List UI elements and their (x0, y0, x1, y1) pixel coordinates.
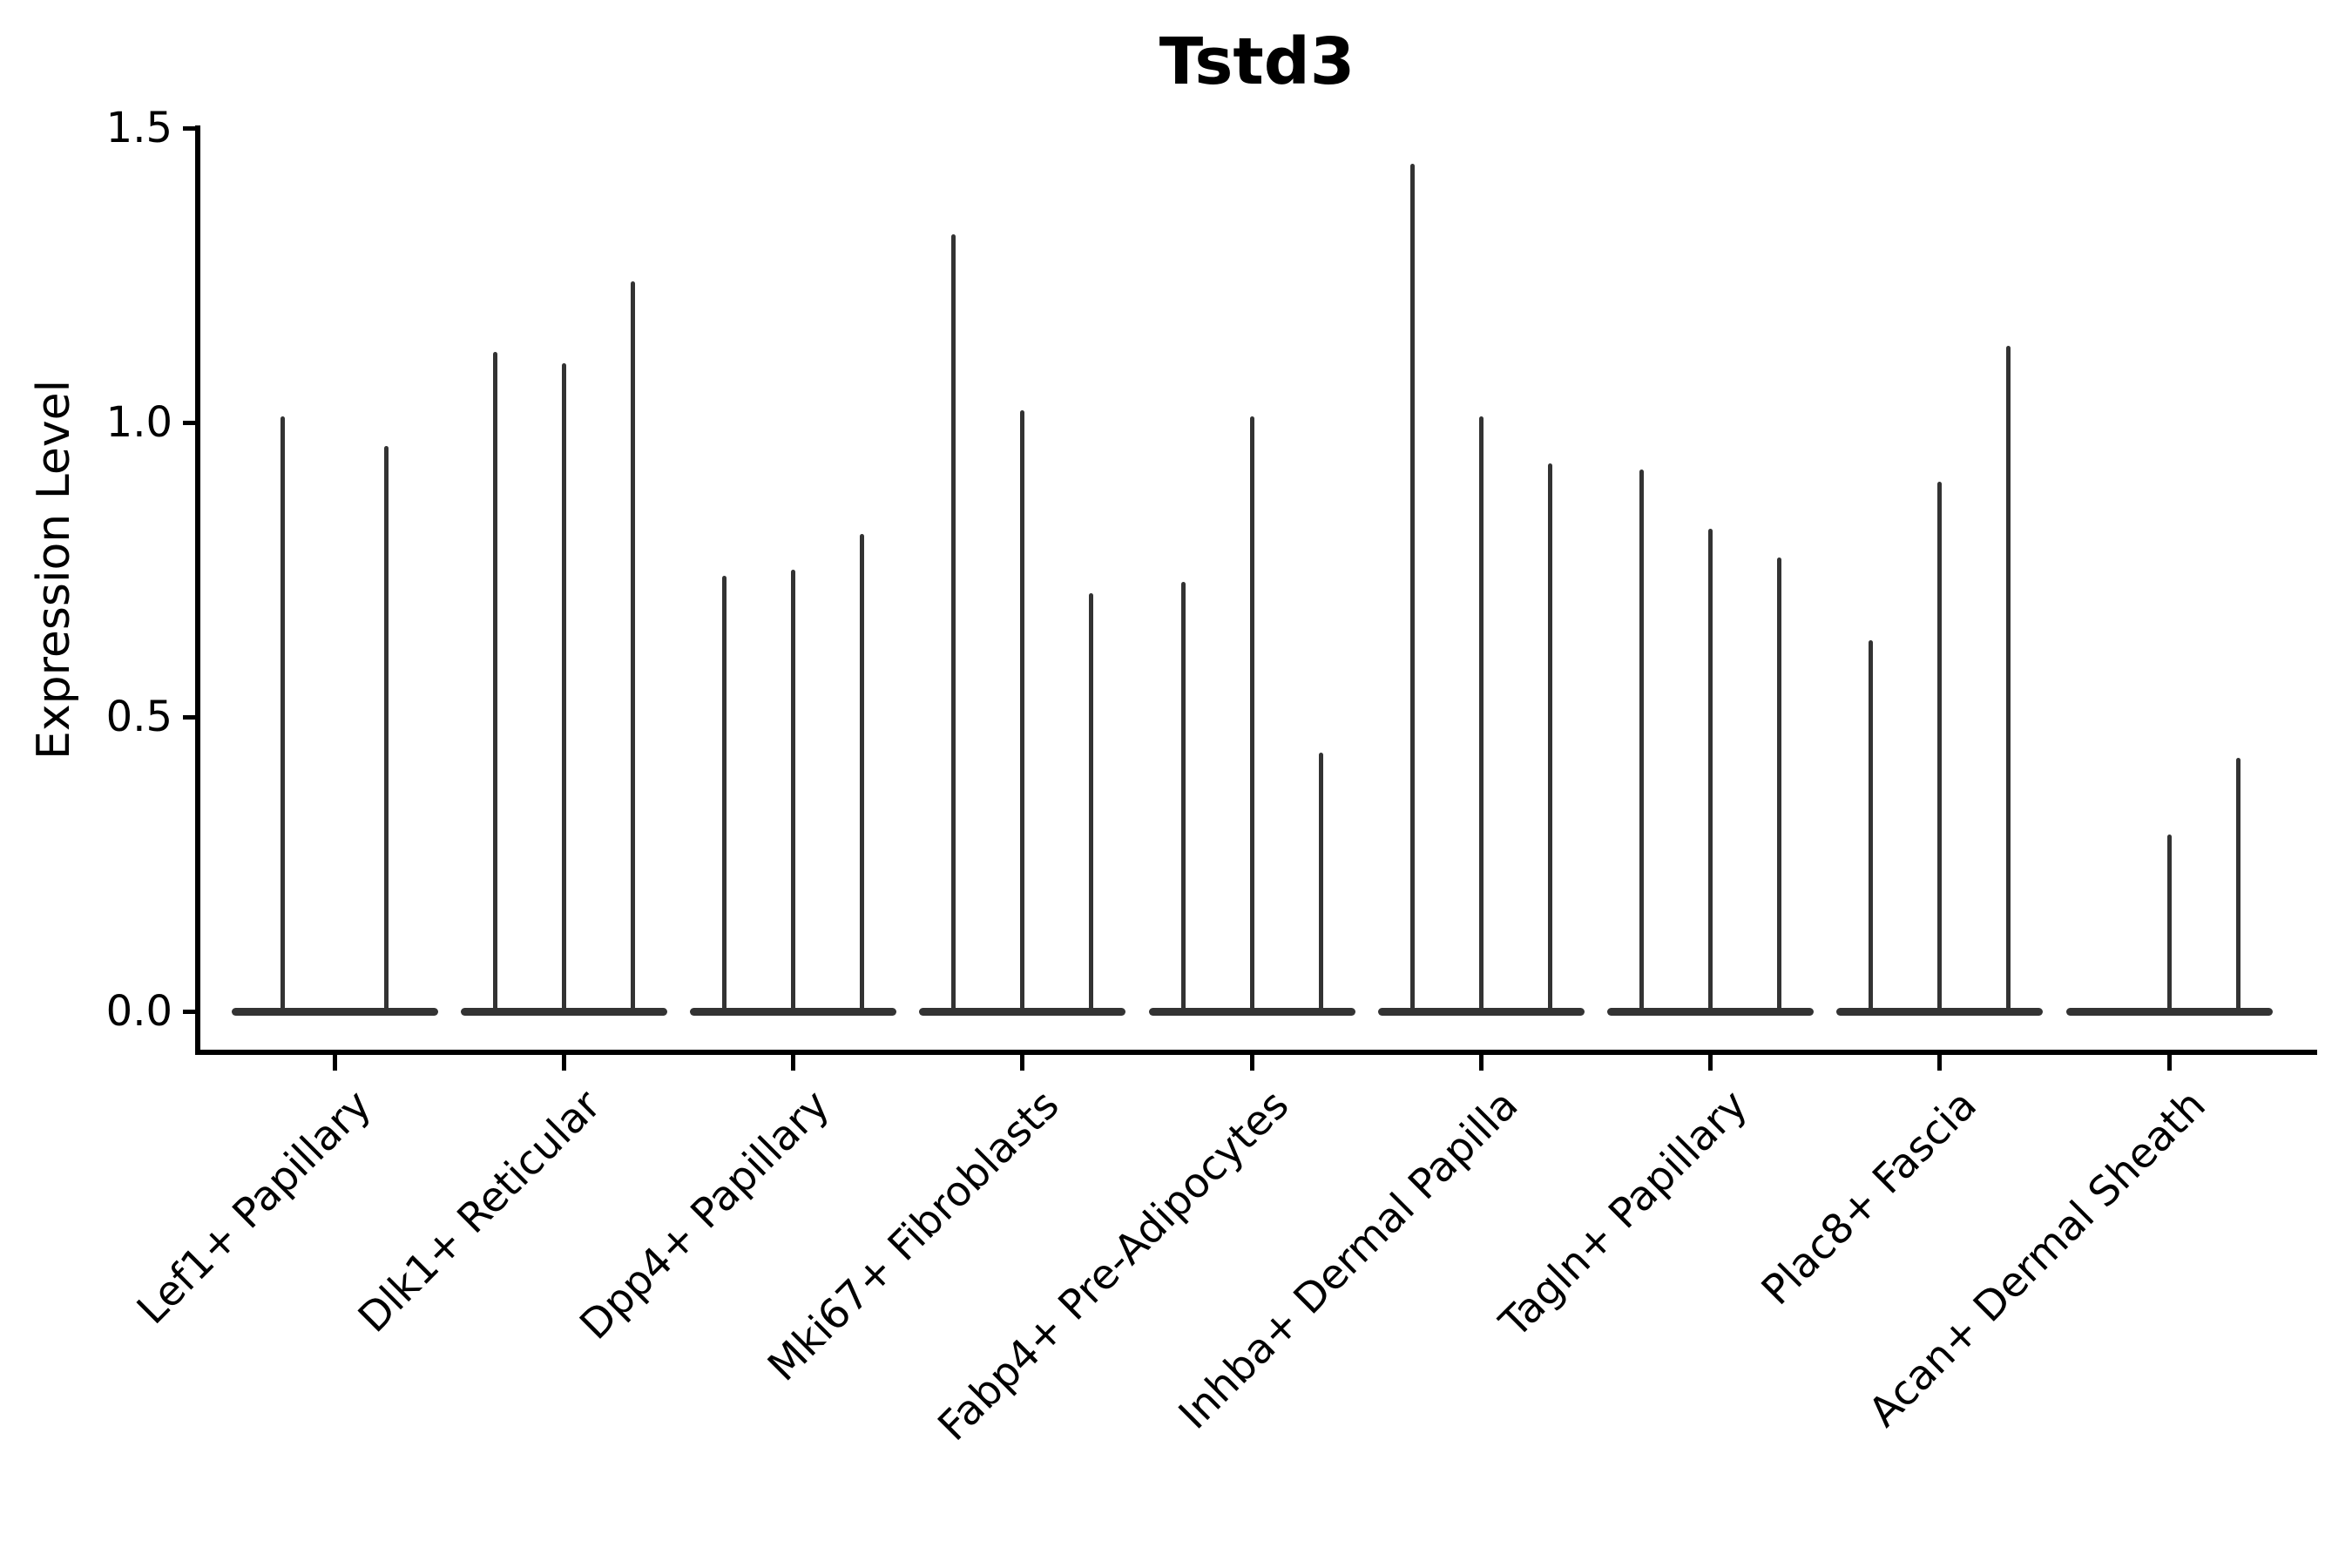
violin-spike (280, 416, 286, 1015)
violin-spike (1478, 416, 1484, 1015)
y-tick-label: 1.0 (105, 398, 172, 447)
violin-spike (1409, 163, 1415, 1015)
y-tick (183, 125, 198, 131)
plot-title: Tstd3 (1159, 24, 1355, 99)
y-tick-label: 0.0 (105, 987, 172, 1036)
x-tick (1020, 1055, 1025, 1071)
x-tick (332, 1055, 337, 1071)
y-tick (183, 714, 198, 720)
y-tick (183, 1009, 198, 1014)
violin-base (231, 1007, 438, 1016)
violin-spike (1180, 581, 1186, 1015)
y-tick (183, 420, 198, 425)
violin-spike (1639, 470, 1644, 1015)
x-tick (1478, 1055, 1484, 1071)
violin-spike (1249, 416, 1254, 1015)
y-tick-label: 0.5 (105, 693, 172, 741)
y-tick-label: 1.5 (105, 104, 172, 152)
violin-spike (1318, 752, 1323, 1015)
violin-spike (2166, 835, 2172, 1015)
violin-spike (1937, 481, 1943, 1015)
violin-spike (1020, 410, 1025, 1015)
violin-spike (722, 575, 727, 1015)
violin-spike (791, 570, 795, 1015)
violin-spike (561, 363, 566, 1015)
x-tick-label: Dlk1+ Reticular (348, 1081, 611, 1342)
x-tick (1708, 1055, 1713, 1071)
violin-spike (1708, 528, 1713, 1015)
violin-spike (951, 233, 956, 1015)
x-tick (561, 1055, 566, 1071)
x-tick (2166, 1055, 2172, 1071)
violin-spike (1869, 640, 1874, 1015)
violin-spike (492, 351, 497, 1015)
violin-spike (860, 534, 864, 1015)
violin-spike (1777, 558, 1781, 1015)
violin-spike (630, 280, 635, 1015)
y-axis-spine (195, 125, 200, 1055)
x-tick-label: Plac8+ Fascia (1752, 1081, 1986, 1315)
violin-spike (1089, 593, 1094, 1015)
x-tick-label: Tagln+ Papillary (1490, 1081, 1757, 1348)
x-tick-label: Dpp4+ Papillary (571, 1081, 840, 1349)
x-tick (791, 1055, 795, 1071)
x-tick-label: Lef1+ Papillary (127, 1081, 381, 1334)
violin-spike (2235, 758, 2240, 1015)
violin-spike (2006, 346, 2011, 1015)
x-axis-spine (195, 1050, 2317, 1055)
x-tick (1249, 1055, 1254, 1071)
violin-spike (1547, 463, 1552, 1015)
x-tick (1937, 1055, 1943, 1071)
violin-spike (383, 446, 389, 1015)
